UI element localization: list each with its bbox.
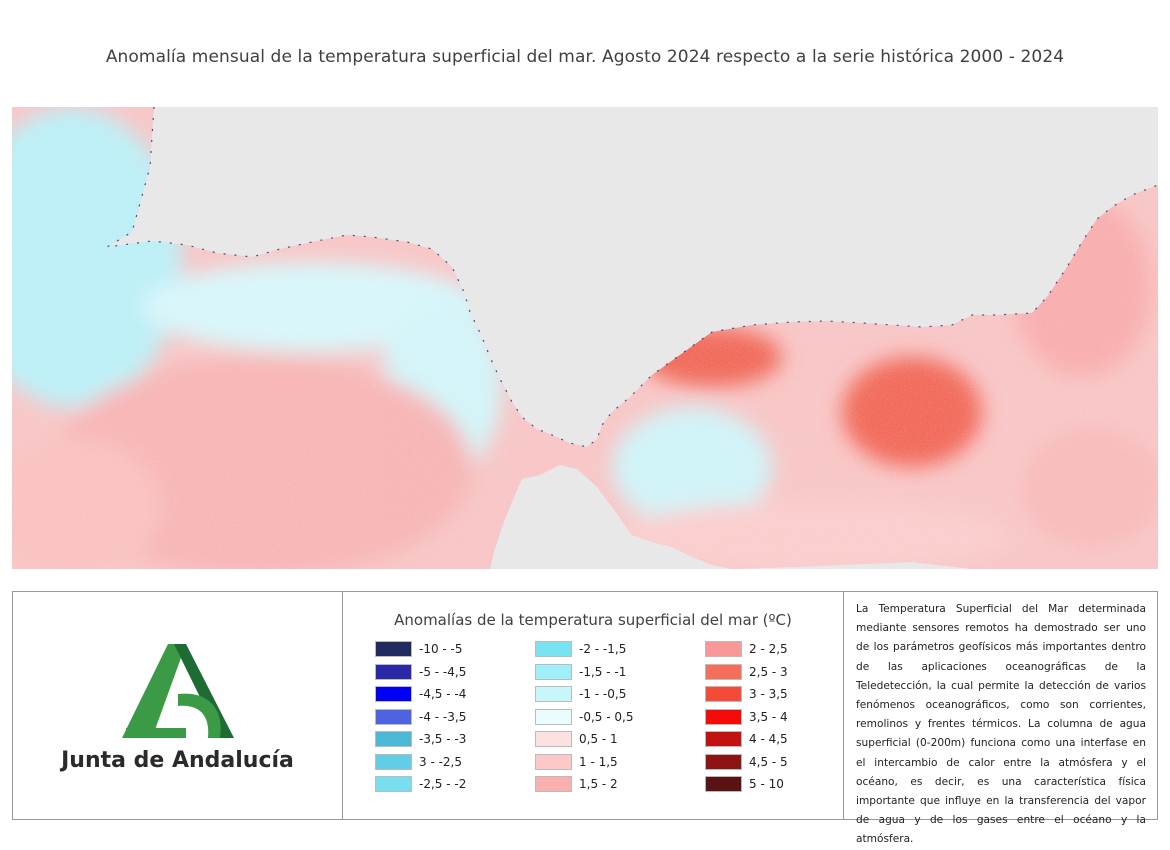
legend-swatch: [375, 753, 412, 770]
legend-column-2: -2 - -1,5 -1,5 - -1 -1 - -0,5 -0,5 - 0,5…: [535, 639, 695, 797]
legend-label: 0,5 - 1: [579, 732, 618, 746]
legend-swatch: [535, 686, 572, 702]
legend-label: 4,5 - 5: [749, 754, 788, 769]
legend-swatch: [705, 708, 742, 725]
legend-label: -10 - -5: [419, 642, 463, 656]
legend-swatch: [705, 641, 742, 657]
legend-swatch: [705, 686, 742, 702]
legend-label: -3,5 - -3: [419, 732, 467, 746]
legend-item: 5 - 10: [705, 774, 865, 797]
legend-label: 2 - 2,5: [749, 642, 788, 656]
legend-item: 4,5 - 5: [705, 752, 865, 775]
legend-label: -4 - -3,5: [419, 709, 467, 724]
legend-item: -4,5 - -4: [375, 684, 535, 707]
legend-item: -3,5 - -3: [375, 729, 535, 752]
legend-swatch: [535, 641, 572, 657]
legend-item: -2,5 - -2: [375, 774, 535, 797]
legend-swatch: [705, 663, 742, 680]
legend-label: -2,5 - -2: [419, 777, 467, 791]
legend-item: 1,5 - 2: [535, 774, 695, 797]
legend-swatch: [705, 731, 742, 747]
legend-item: -2 - -1,5: [535, 639, 695, 662]
logo-area: Junta de Andalucía: [13, 592, 343, 819]
legend-item: 0,5 - 1: [535, 729, 695, 752]
legend-item: 2 - 2,5: [705, 639, 865, 662]
map-title: Anomalía mensual de la temperatura super…: [105, 47, 1065, 67]
legend-item: 3 - -2,5: [375, 752, 535, 775]
legend-label: -1 - -0,5: [579, 687, 627, 701]
legend-label: 5 - 10: [749, 777, 784, 791]
sst-anomaly-map: [12, 107, 1158, 569]
legend-item: -1,5 - -1: [535, 662, 695, 685]
legend-swatch: [375, 731, 412, 747]
legend-label: -1,5 - -1: [579, 664, 627, 679]
legend-item: -5 - -4,5: [375, 662, 535, 685]
legend-item: 2,5 - 3: [705, 662, 865, 685]
legend-swatch: [375, 641, 412, 657]
legend-label: 3,5 - 4: [749, 709, 788, 724]
legend-label: -5 - -4,5: [419, 664, 467, 679]
legend-label: 2,5 - 3: [749, 664, 788, 679]
legend-item: 3 - 3,5: [705, 684, 865, 707]
legend-swatch: [535, 663, 572, 680]
legend-item: -1 - -0,5: [535, 684, 695, 707]
legend-panel: Junta de Andalucía Anomalías de la tempe…: [12, 591, 1158, 846]
legend-item: 4 - 4,5: [705, 729, 865, 752]
legend-column-1: -10 - -5 -5 - -4,5 -4,5 - -4 -4 - -3,5 -…: [375, 639, 535, 797]
legend-label: -0,5 - 0,5: [579, 709, 634, 724]
legend-label: 3 - 3,5: [749, 687, 788, 701]
legend-label: 1 - 1,5: [579, 754, 618, 769]
map-canvas: [12, 107, 1158, 569]
legend-item: -0,5 - 0,5: [535, 707, 695, 730]
legend-swatch: [535, 731, 572, 747]
legend-swatch: [705, 753, 742, 770]
legend-swatch: [535, 753, 572, 770]
legend-column-3: 2 - 2,5 2,5 - 3 3 - 3,5 3,5 - 4 4 - 4,5 …: [705, 639, 865, 797]
description-text: La Temperatura Superficial del Mar deter…: [856, 603, 1146, 846]
legend-swatch: [375, 663, 412, 680]
legend-swatch: [375, 776, 412, 792]
legend-item: 1 - 1,5: [535, 752, 695, 775]
legend-label: -4,5 - -4: [419, 687, 467, 701]
legend: Anomalías de la temperatura superficial …: [343, 592, 844, 819]
legend-swatch: [535, 776, 572, 792]
legend-label: 4 - 4,5: [749, 732, 788, 746]
logo-text: Junta de Andalucía: [61, 748, 294, 773]
legend-label: -2 - -1,5: [579, 642, 627, 656]
legend-item: -10 - -5: [375, 639, 535, 662]
legend-swatch: [705, 776, 742, 792]
legend-item: -4 - -3,5: [375, 707, 535, 730]
legend-item: 3,5 - 4: [705, 707, 865, 730]
legend-label: 1,5 - 2: [579, 777, 618, 791]
legend-swatch: [535, 708, 572, 725]
legend-title: Anomalías de la temperatura superficial …: [394, 611, 792, 629]
legend-label: 3 - -2,5: [419, 754, 463, 769]
junta-andalucia-logo: [122, 644, 234, 738]
legend-swatch: [375, 708, 412, 725]
legend-swatch: [375, 686, 412, 702]
